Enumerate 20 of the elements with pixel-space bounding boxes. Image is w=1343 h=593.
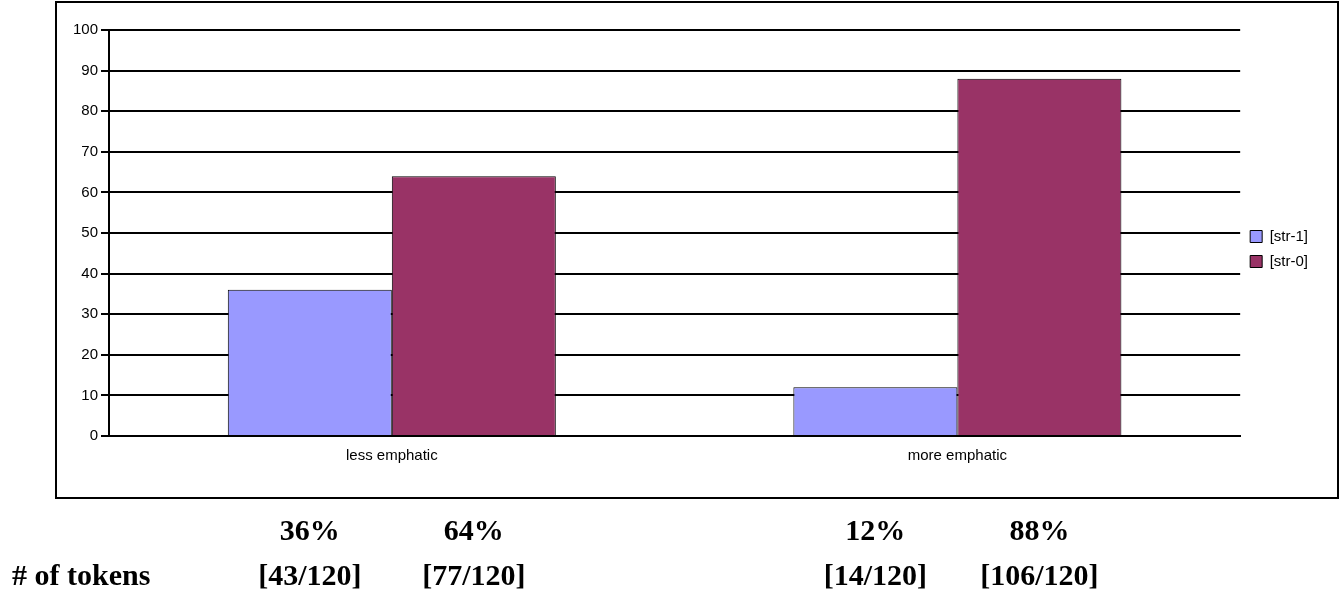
legend-label: [str-0]: [1269, 251, 1309, 269]
y-tick-label: 20: [81, 344, 99, 362]
y-tick-label: 40: [81, 263, 99, 281]
y-tick-label: 10: [81, 385, 99, 403]
y-tick-label: 80: [81, 101, 99, 119]
y-tick-label: 60: [81, 182, 99, 200]
y-tick-label: 70: [81, 141, 99, 159]
x-tick-label: more emphatic: [907, 446, 1008, 464]
data-label: 64% [77/120]: [422, 513, 526, 591]
data-label: 36% [43/120]: [258, 513, 362, 591]
text: # of tokens: [12, 558, 151, 591]
y-tick-label: 0: [89, 426, 99, 444]
y-tick-label: 90: [81, 60, 99, 78]
y-tick-label: 100: [73, 20, 99, 38]
data-label: 88% [106/120]: [980, 513, 1099, 591]
y-tick-label: 30: [81, 304, 99, 322]
legend-label: [str-1]: [1269, 226, 1309, 244]
y-tick-label: 50: [81, 223, 99, 241]
data-label: 12% [14/120]: [823, 513, 928, 591]
x-tick-label: less emphatic: [345, 446, 439, 464]
